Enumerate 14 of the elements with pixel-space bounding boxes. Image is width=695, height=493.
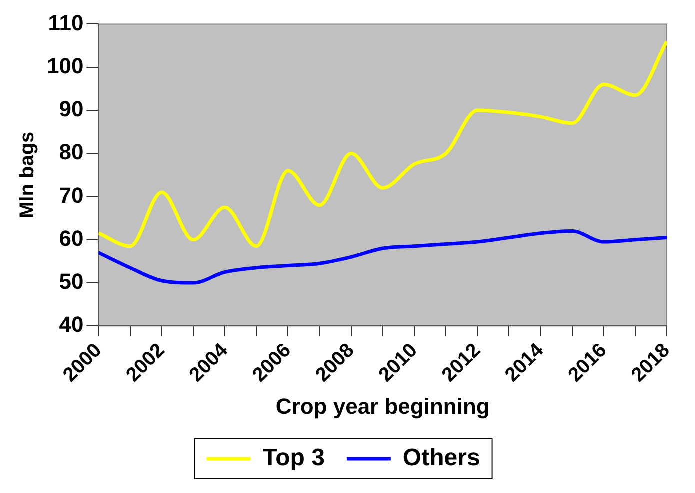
y-axis-title: Mln bags xyxy=(16,132,39,219)
y-tick-label: 80 xyxy=(59,140,84,165)
legend-label: Top 3 xyxy=(262,444,325,472)
y-tick-label: 110 xyxy=(48,10,84,36)
line-series xyxy=(98,40,668,248)
y-tick-label: 50 xyxy=(59,269,84,294)
x-axis-title: Crop year beginning xyxy=(276,394,490,419)
line-series xyxy=(98,230,668,285)
y-tick-label: 90 xyxy=(59,96,84,122)
y-tick-label: 70 xyxy=(59,182,84,208)
y-tick-label: 100 xyxy=(46,53,84,78)
legend-label: Others xyxy=(402,444,480,472)
y-tick-label: 40 xyxy=(59,312,84,338)
y-tick-label: 60 xyxy=(59,226,84,251)
